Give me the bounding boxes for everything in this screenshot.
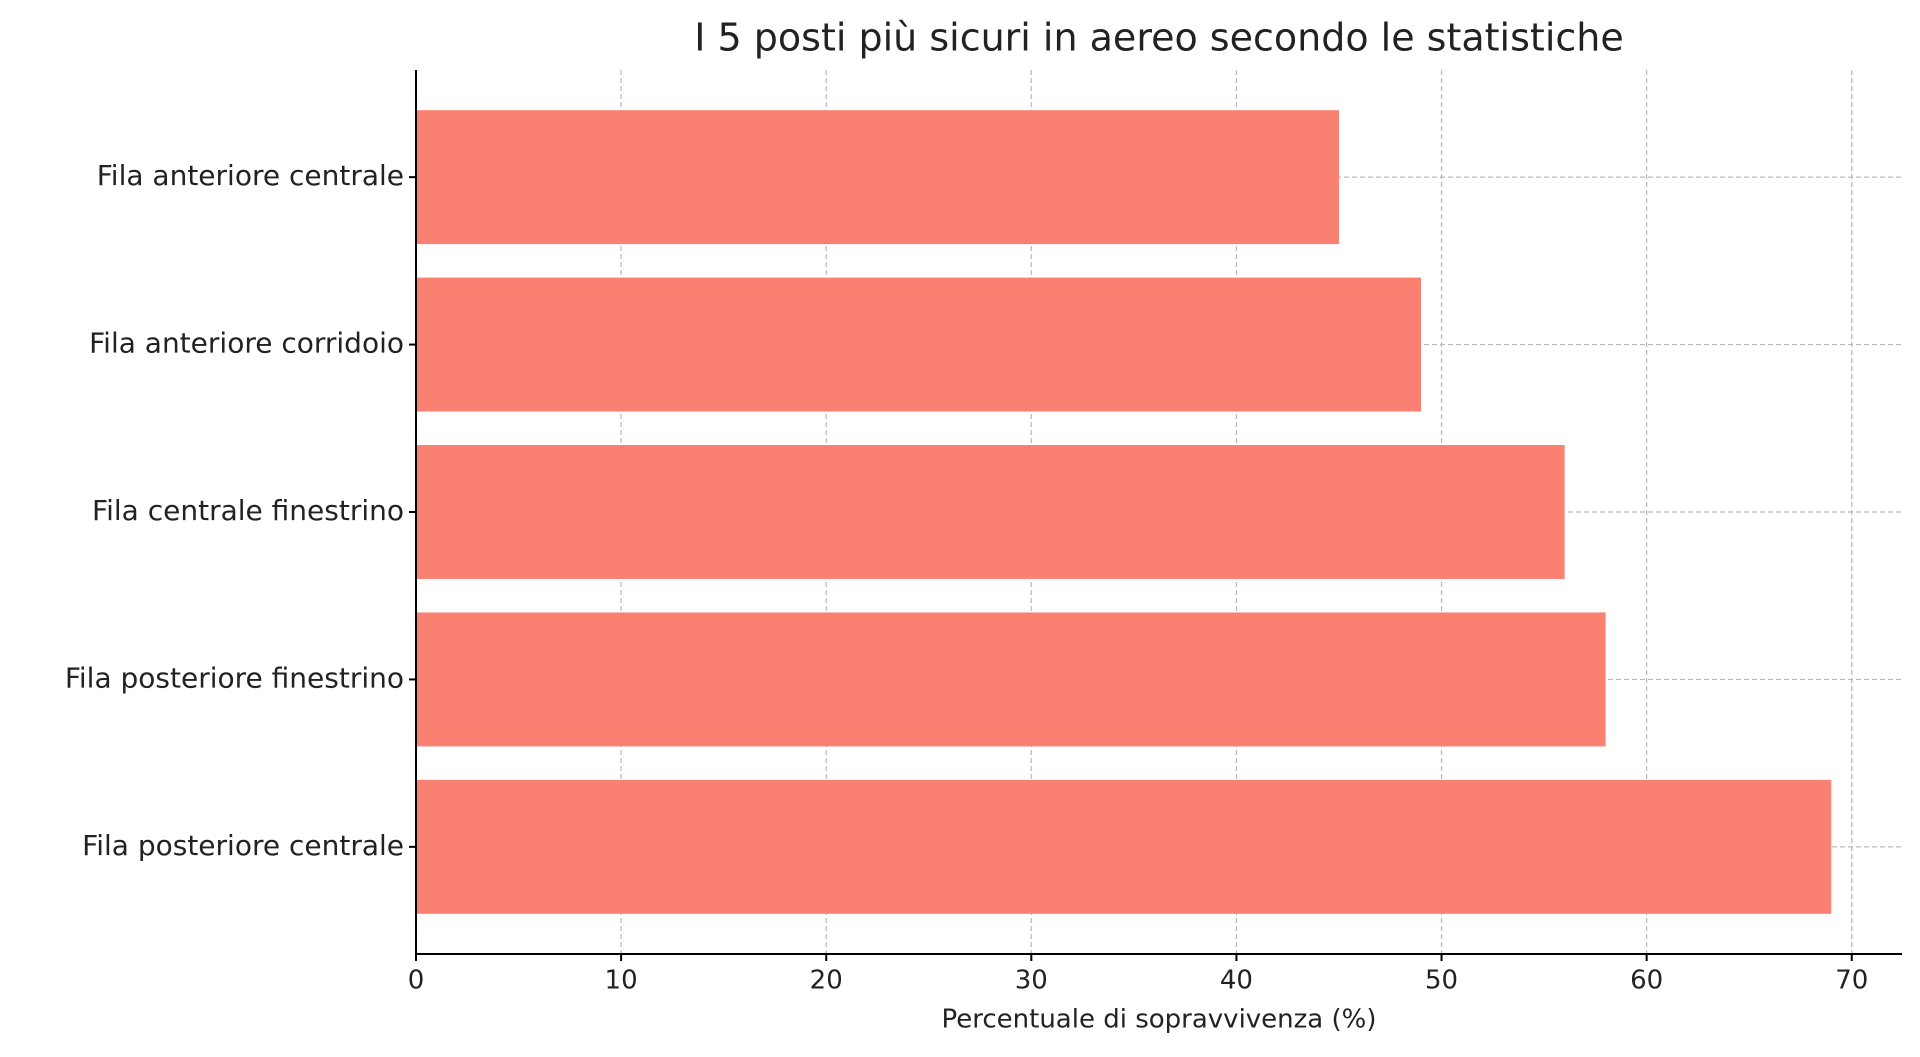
x-tick-label: 70 bbox=[1835, 966, 1868, 996]
y-tick-label: Fila centrale finestrino bbox=[92, 494, 404, 527]
y-tick-label: Fila posteriore finestrino bbox=[65, 661, 404, 694]
x-tick-label: 50 bbox=[1425, 966, 1458, 996]
x-tick-label: 10 bbox=[605, 966, 638, 996]
bar bbox=[416, 612, 1606, 747]
x-tick-label: 30 bbox=[1015, 966, 1048, 996]
x-tick-label: 40 bbox=[1220, 966, 1253, 996]
x-tick-label: 60 bbox=[1630, 966, 1663, 996]
x-axis-label: Percentuale di sopravvivenza (%) bbox=[942, 1005, 1377, 1035]
x-tick-label: 20 bbox=[810, 966, 843, 996]
chart-title: I 5 posti più sicuri in aereo secondo le… bbox=[694, 16, 1623, 60]
bar bbox=[416, 110, 1339, 245]
y-tick-label: Fila anteriore centrale bbox=[97, 159, 404, 192]
x-tick-label: 0 bbox=[408, 966, 425, 996]
y-tick-label: Fila anteriore corridoio bbox=[89, 327, 404, 360]
y-tick-label: Fila posteriore centrale bbox=[82, 829, 404, 862]
bar bbox=[416, 277, 1422, 412]
bar bbox=[416, 779, 1832, 914]
bar bbox=[416, 445, 1565, 579]
